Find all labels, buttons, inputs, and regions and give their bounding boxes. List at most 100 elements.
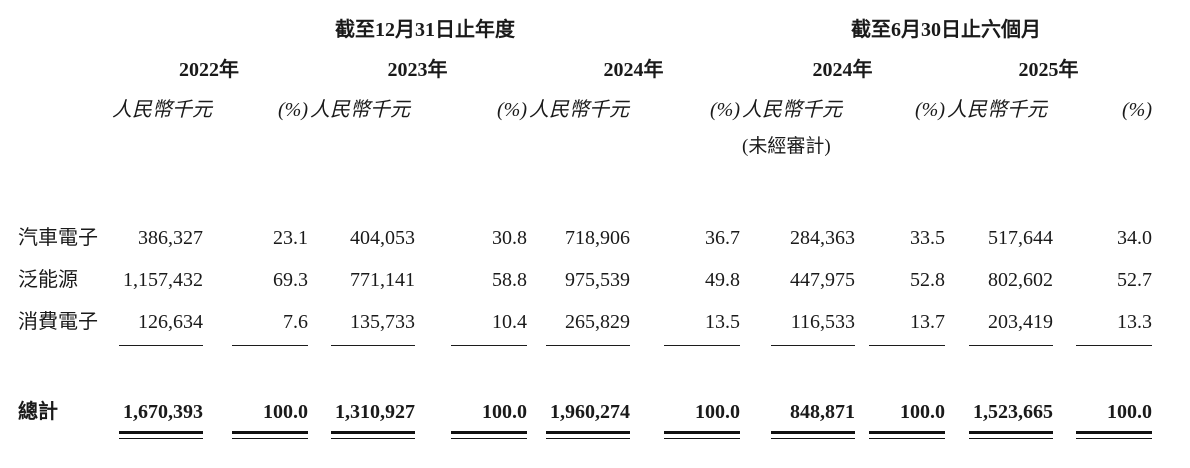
total-amount-cell: 848,871 bbox=[790, 401, 855, 423]
percent-header: (%) bbox=[915, 99, 945, 121]
spacer-row bbox=[0, 350, 1152, 390]
percent-cell: 13.7 bbox=[910, 311, 945, 333]
percent-cell: 69.3 bbox=[273, 269, 308, 291]
amount-cell: 386,327 bbox=[138, 227, 203, 249]
single-rule bbox=[331, 345, 415, 346]
percent-cell: 23.1 bbox=[273, 227, 308, 249]
double-rule bbox=[546, 431, 630, 439]
year-header-2023: 2023年 bbox=[387, 59, 448, 81]
table-row-pan-energy: 泛能源 1,157,432 69.3 771,141 58.8 975,539 … bbox=[0, 250, 1152, 292]
total-rule-row bbox=[0, 424, 1152, 442]
single-rule bbox=[232, 345, 308, 346]
row-label: 汽車電子 bbox=[18, 227, 98, 249]
amount-cell: 116,533 bbox=[790, 311, 855, 333]
percent-cell: 13.5 bbox=[705, 311, 740, 333]
percent-cell: 52.8 bbox=[910, 269, 945, 291]
year-header-2022: 2022年 bbox=[179, 59, 239, 81]
amount-cell: 975,539 bbox=[565, 269, 630, 291]
total-percent-cell: 100.0 bbox=[695, 401, 740, 423]
percent-header: (%) bbox=[1122, 99, 1152, 121]
percent-header: (%) bbox=[278, 99, 308, 121]
percent-cell: 13.3 bbox=[1117, 311, 1152, 333]
amount-cell: 1,157,432 bbox=[123, 269, 203, 291]
double-rule bbox=[664, 431, 740, 439]
double-rule bbox=[969, 431, 1053, 439]
amount-unit-header: 人民幣千元 bbox=[310, 99, 410, 121]
percent-cell: 30.8 bbox=[492, 227, 527, 249]
percent-header: (%) bbox=[497, 99, 527, 121]
year-header-row: 2022年 2023年 2024年 2024年 2025年 bbox=[0, 42, 1152, 82]
subtotal-rule-row bbox=[0, 334, 1152, 350]
single-rule bbox=[546, 345, 630, 346]
amount-unit-header: 人民幣千元 bbox=[112, 99, 212, 121]
empty-cell bbox=[0, 42, 110, 82]
amount-cell: 126,634 bbox=[138, 311, 203, 333]
double-rule bbox=[451, 431, 527, 439]
amount-unit-header: 人民幣千元 bbox=[947, 99, 1047, 121]
total-amount-cell: 1,960,274 bbox=[550, 401, 630, 423]
double-rule bbox=[1076, 431, 1152, 439]
amount-cell: 802,602 bbox=[988, 269, 1053, 291]
row-label: 消費電子 bbox=[18, 311, 98, 333]
period-header-interim: 截至6月30日止六個月 bbox=[851, 19, 1041, 41]
double-rule bbox=[771, 431, 855, 439]
double-rule bbox=[232, 431, 308, 439]
column-header-row: 人民幣千元 (%) 人民幣千元 (%) 人民幣千元 (%) 人民幣千元 (%) … bbox=[0, 82, 1152, 122]
double-rule bbox=[119, 431, 203, 439]
amount-cell: 203,419 bbox=[988, 311, 1053, 333]
percent-header: (%) bbox=[710, 99, 740, 121]
amount-cell: 404,053 bbox=[350, 227, 415, 249]
amount-unit-header: 人民幣千元 bbox=[529, 99, 629, 121]
double-rule bbox=[869, 431, 945, 439]
revenue-segment-table-page: 截至12月31日止年度 截至6月30日止六個月 2022年 2023年 2024… bbox=[0, 10, 1152, 442]
single-rule bbox=[1076, 345, 1152, 346]
year-header-2025-interim: 2025年 bbox=[1018, 59, 1079, 81]
total-percent-cell: 100.0 bbox=[900, 401, 945, 423]
row-label: 泛能源 bbox=[18, 269, 78, 291]
single-rule bbox=[664, 345, 740, 346]
unaudited-note: (未經審計) bbox=[742, 136, 831, 157]
total-percent-cell: 100.0 bbox=[482, 401, 527, 423]
amount-cell: 718,906 bbox=[565, 227, 630, 249]
amount-unit-header: 人民幣千元 bbox=[742, 99, 842, 121]
single-rule bbox=[119, 345, 203, 346]
amount-cell: 265,829 bbox=[565, 311, 630, 333]
unaudited-note-row: (未經審計) bbox=[0, 122, 1152, 158]
percent-cell: 52.7 bbox=[1117, 269, 1152, 291]
amount-cell: 135,733 bbox=[350, 311, 415, 333]
percent-cell: 58.8 bbox=[492, 269, 527, 291]
year-header-2024: 2024年 bbox=[603, 59, 664, 81]
amount-cell: 517,644 bbox=[988, 227, 1053, 249]
period-header-row: 截至12月31日止年度 截至6月30日止六個月 bbox=[0, 10, 1152, 42]
amount-cell: 284,363 bbox=[790, 227, 855, 249]
empty-cell bbox=[0, 82, 110, 122]
single-rule bbox=[771, 345, 855, 346]
table-row-total: 總計 1,670,393 100.0 1,310,927 100.0 1,960… bbox=[0, 390, 1152, 424]
period-header-annual: 截至12月31日止年度 bbox=[335, 19, 515, 41]
empty-cell bbox=[855, 122, 1152, 158]
table-row-consumer: 消費電子 126,634 7.6 135,733 10.4 265,829 13… bbox=[0, 292, 1152, 334]
year-header-2024-interim: 2024年 bbox=[812, 59, 873, 81]
single-rule bbox=[969, 345, 1053, 346]
percent-cell: 7.6 bbox=[283, 311, 308, 333]
percent-cell: 34.0 bbox=[1117, 227, 1152, 249]
spacer-row bbox=[0, 158, 1152, 208]
percent-cell: 36.7 bbox=[705, 227, 740, 249]
amount-cell: 771,141 bbox=[350, 269, 415, 291]
amount-cell: 447,975 bbox=[790, 269, 855, 291]
total-amount-cell: 1,523,665 bbox=[973, 401, 1053, 423]
single-rule bbox=[451, 345, 527, 346]
double-rule bbox=[331, 431, 415, 439]
empty-cell bbox=[0, 10, 110, 42]
total-label: 總計 bbox=[18, 401, 58, 423]
total-percent-cell: 100.0 bbox=[263, 401, 308, 423]
percent-cell: 10.4 bbox=[492, 311, 527, 333]
revenue-breakdown-table: 截至12月31日止年度 截至6月30日止六個月 2022年 2023年 2024… bbox=[0, 10, 1152, 442]
total-amount-cell: 1,670,393 bbox=[123, 401, 203, 423]
table-row-automotive: 汽車電子 386,327 23.1 404,053 30.8 718,906 3… bbox=[0, 208, 1152, 250]
percent-cell: 49.8 bbox=[705, 269, 740, 291]
total-percent-cell: 100.0 bbox=[1107, 401, 1152, 423]
percent-cell: 33.5 bbox=[910, 227, 945, 249]
single-rule bbox=[869, 345, 945, 346]
total-amount-cell: 1,310,927 bbox=[335, 401, 415, 423]
